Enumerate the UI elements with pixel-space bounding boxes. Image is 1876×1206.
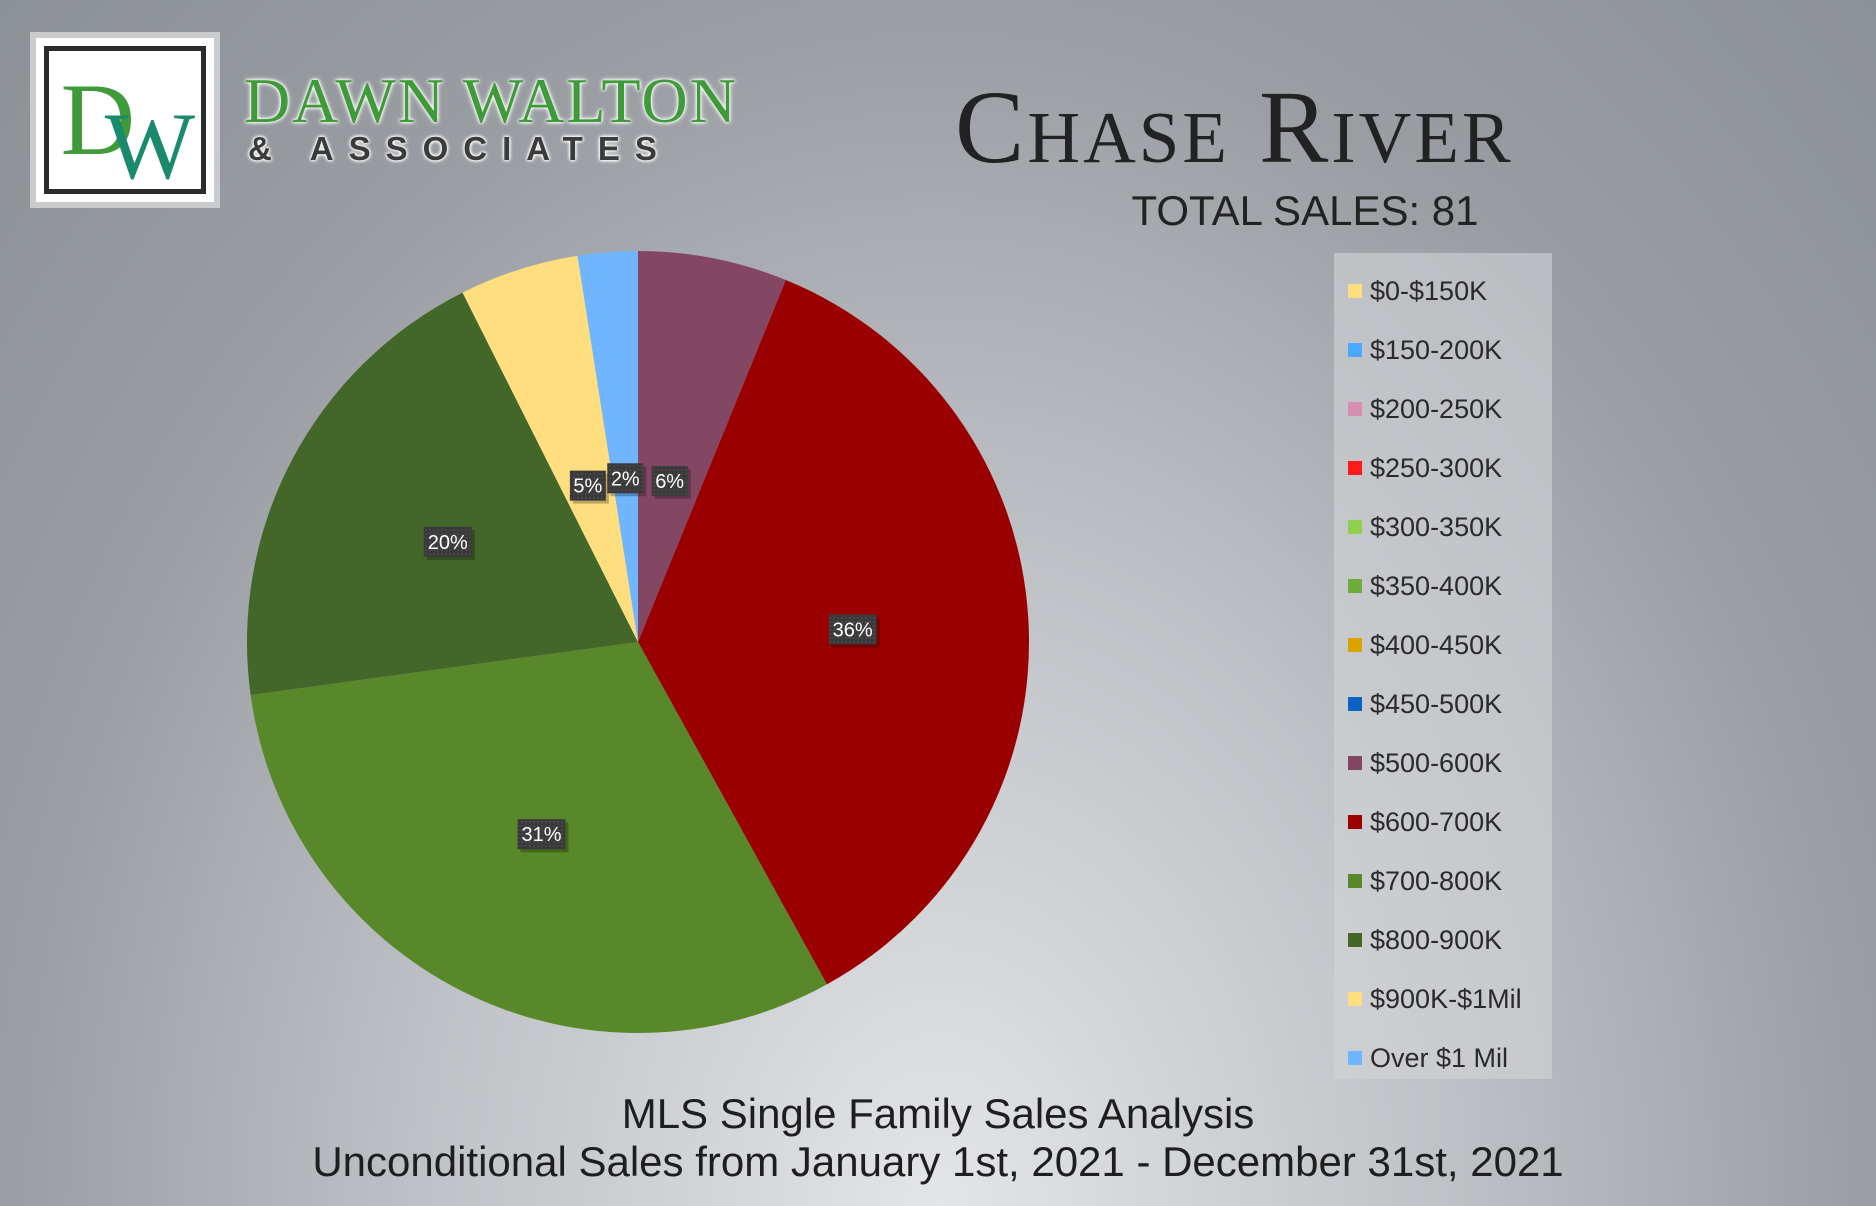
brand-name: DAWN WALTON xyxy=(244,65,738,136)
legend-swatch xyxy=(1348,402,1362,416)
legend-item: $900K-$1Mil xyxy=(1348,979,1522,1019)
legend-item: $250-300K xyxy=(1348,448,1502,488)
svg-text:W: W xyxy=(105,93,196,189)
legend-swatch xyxy=(1348,520,1362,534)
svg-text:6%: 6% xyxy=(655,471,684,493)
legend-swatch xyxy=(1348,343,1362,357)
legend-label: $900K-$1Mil xyxy=(1370,983,1522,1014)
legend-swatch xyxy=(1348,1051,1362,1065)
logo: D W xyxy=(30,32,220,208)
legend-item: $200-250K xyxy=(1348,389,1502,429)
legend-swatch xyxy=(1348,579,1362,593)
pie-data-label: 20% xyxy=(423,526,475,560)
legend-label: $0-$150K xyxy=(1370,275,1488,306)
total-sales: TOTAL SALES: 81 xyxy=(1131,187,1479,234)
legend-item: $150-200K xyxy=(1348,330,1502,370)
legend-item: $0-$150K xyxy=(1348,271,1487,311)
legend-swatch xyxy=(1348,284,1362,298)
legend-item: $400-450K xyxy=(1348,625,1502,665)
pie-data-label: 5% xyxy=(569,470,609,504)
legend-swatch xyxy=(1348,461,1362,475)
legend-item: $600-700K xyxy=(1348,802,1502,842)
pie-data-label: 36% xyxy=(828,614,880,648)
legend-item: $500-600K xyxy=(1348,743,1502,783)
pie-slice-$800-900K xyxy=(246,292,638,695)
svg-text:20%: 20% xyxy=(428,532,468,554)
footer-date-range: Unconditional Sales from January 1st, 20… xyxy=(312,1138,1564,1185)
legend-label: $600-700K xyxy=(1370,806,1503,837)
legend-label: $200-250K xyxy=(1370,393,1503,424)
legend-label: $150-200K xyxy=(1370,334,1503,365)
legend-item: Over $1 Mil xyxy=(1348,1038,1508,1078)
chart-legend: $0-$150K $150-200K $200-250K $250-300K $300-… xyxy=(1334,253,1552,1079)
legend-label: $350-400K xyxy=(1370,570,1503,601)
page-title: Chase River xyxy=(955,70,1514,185)
legend-swatch xyxy=(1348,992,1362,1006)
legend-label: $400-450K xyxy=(1370,629,1503,660)
legend-label: $700-800K xyxy=(1370,865,1503,896)
logo-frame: D W xyxy=(44,46,206,194)
legend-swatch xyxy=(1348,697,1362,711)
legend-item: $300-350K xyxy=(1348,507,1502,547)
svg-text:5%: 5% xyxy=(573,476,602,498)
svg-text:31%: 31% xyxy=(521,824,561,846)
legend-item: $800-900K xyxy=(1348,920,1502,960)
svg-text:2%: 2% xyxy=(611,468,640,490)
legend-item: $450-500K xyxy=(1348,684,1502,724)
legend-label: $450-500K xyxy=(1370,688,1503,719)
pie-data-label: 31% xyxy=(517,819,569,853)
svg-text:D: D xyxy=(61,63,135,177)
legend-label: $300-350K xyxy=(1370,511,1503,542)
brand-subtitle: & ASSOCIATES xyxy=(248,130,672,167)
legend-swatch xyxy=(1348,874,1362,888)
legend-label: $800-900K xyxy=(1370,924,1503,955)
legend-swatch xyxy=(1348,756,1362,770)
legend-swatch xyxy=(1348,933,1362,947)
pie-slice-Over $1 Mil xyxy=(577,251,638,642)
pie-data-label: 6% xyxy=(651,465,691,499)
legend-swatch xyxy=(1348,638,1362,652)
dw-monogram-logo: D W xyxy=(61,63,196,189)
pie-slice-$500-600K xyxy=(638,251,786,642)
footer-title: MLS Single Family Sales Analysis xyxy=(621,1090,1255,1137)
legend-item: $350-400K xyxy=(1348,566,1502,606)
legend-label: Over $1 Mil xyxy=(1370,1042,1509,1073)
legend-item: $700-800K xyxy=(1348,861,1502,901)
legend-label: $250-300K xyxy=(1370,452,1503,483)
pie-data-label: 2% xyxy=(607,463,647,497)
legend-swatch xyxy=(1348,815,1362,829)
pie-slice-$900K-$1Mil xyxy=(462,255,638,642)
svg-text:36%: 36% xyxy=(833,619,873,641)
legend-label: $500-600K xyxy=(1370,747,1503,778)
